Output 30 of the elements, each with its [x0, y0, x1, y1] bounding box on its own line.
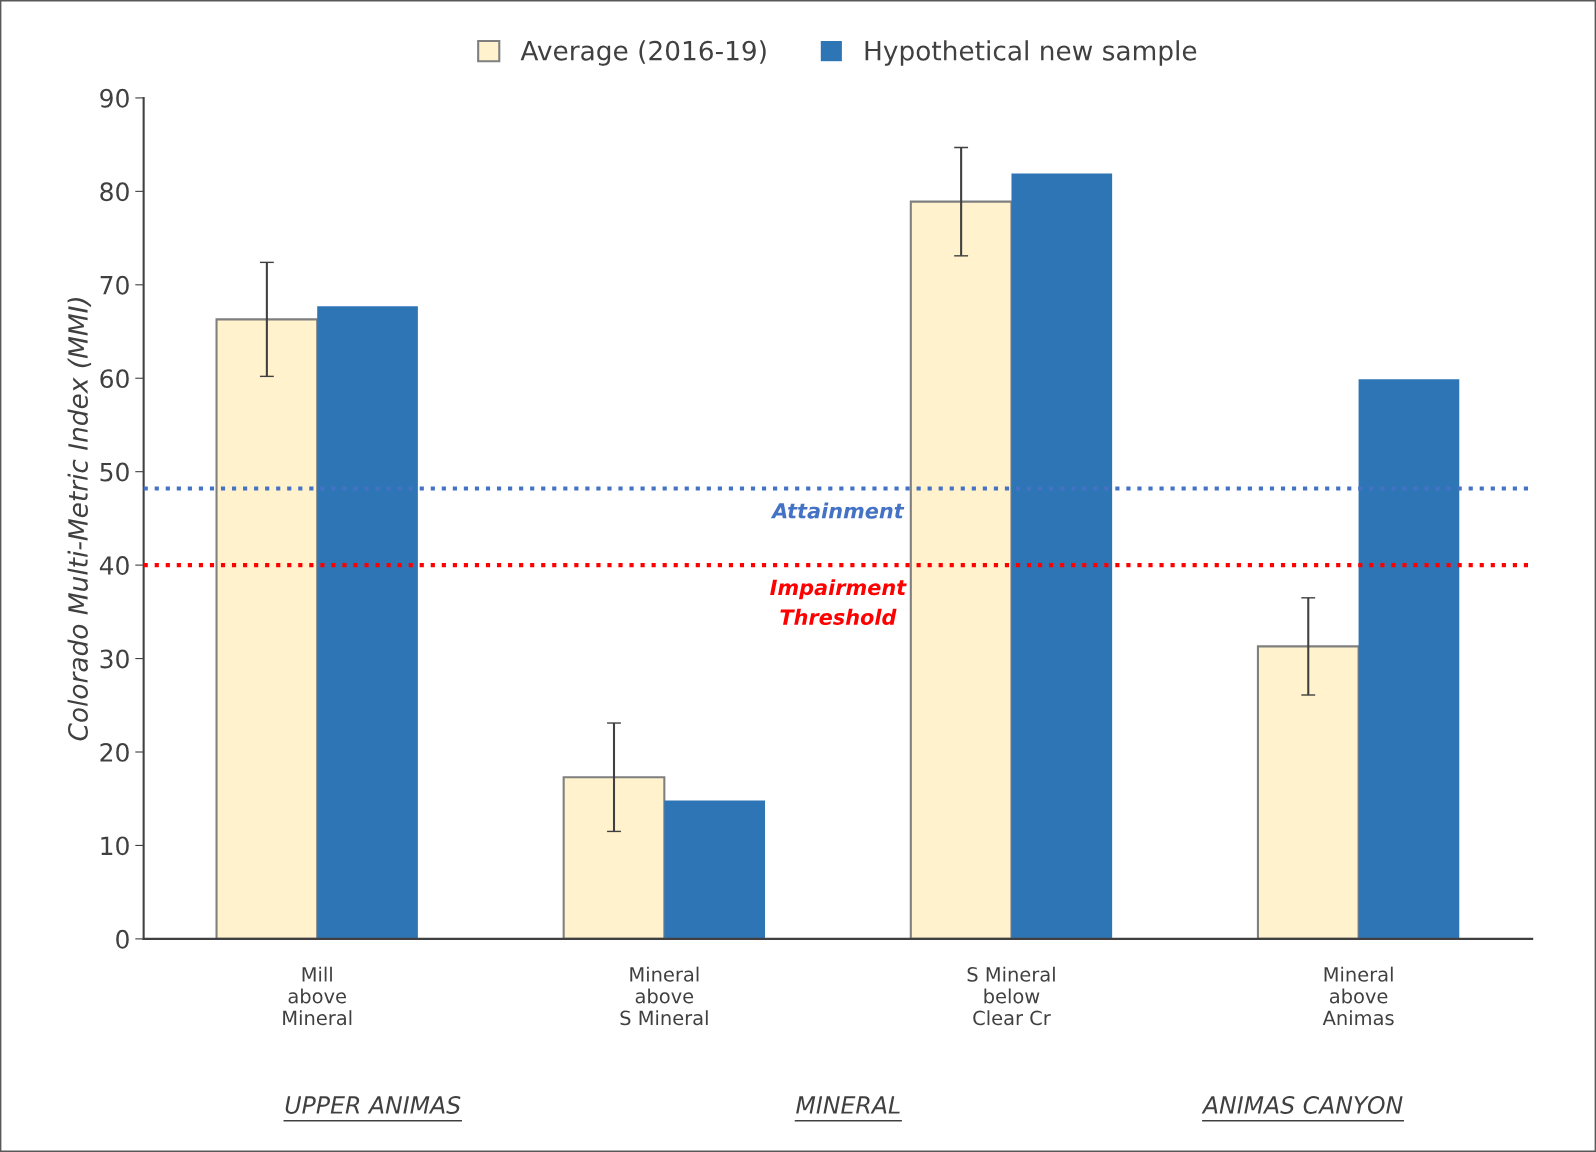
y-tick-label: 30	[100, 649, 129, 669]
bar	[909, 200, 1013, 939]
y-tick-label: 10	[101, 836, 129, 856]
bar	[215, 318, 319, 939]
x-tick-label: Mill above Mineral	[283, 966, 352, 1026]
y-tick-label: 70	[100, 275, 129, 295]
x-tick-label: Mineral above Animas	[1322, 966, 1394, 1026]
bar	[1256, 645, 1360, 939]
legend-label: Average (2016-19)	[520, 40, 766, 66]
bar	[1358, 379, 1460, 939]
bar	[1011, 173, 1113, 939]
bar	[664, 800, 765, 939]
text: MINERAL	[796, 1096, 900, 1114]
ref-line-label: Attainment	[770, 502, 905, 519]
legend-label: Hypothetical new sample	[865, 40, 1197, 66]
y-tick-label: 20	[100, 742, 129, 762]
y-tick-label: 80	[100, 182, 129, 202]
x-tick-label: Mineral above S Mineral	[620, 966, 708, 1026]
y-tick-label: 50	[100, 462, 129, 482]
text: UPPER ANIMAS	[285, 1096, 461, 1114]
x-tick-label: S Mineral below Clear Cr	[967, 966, 1055, 1026]
y-axis-title: Colorado Multi-Metric Index (MMI)	[67, 297, 92, 741]
y-tick-label: 90	[100, 88, 129, 108]
text: ANIMAS CANYON	[1201, 1096, 1403, 1114]
bar	[317, 306, 418, 939]
bar	[562, 776, 666, 939]
y-tick-label: 0	[116, 929, 129, 949]
ref-line-label: Impairment Threshold	[770, 579, 907, 625]
y-tick-label: 60	[100, 369, 129, 389]
y-tick-label: 40	[99, 556, 129, 575]
